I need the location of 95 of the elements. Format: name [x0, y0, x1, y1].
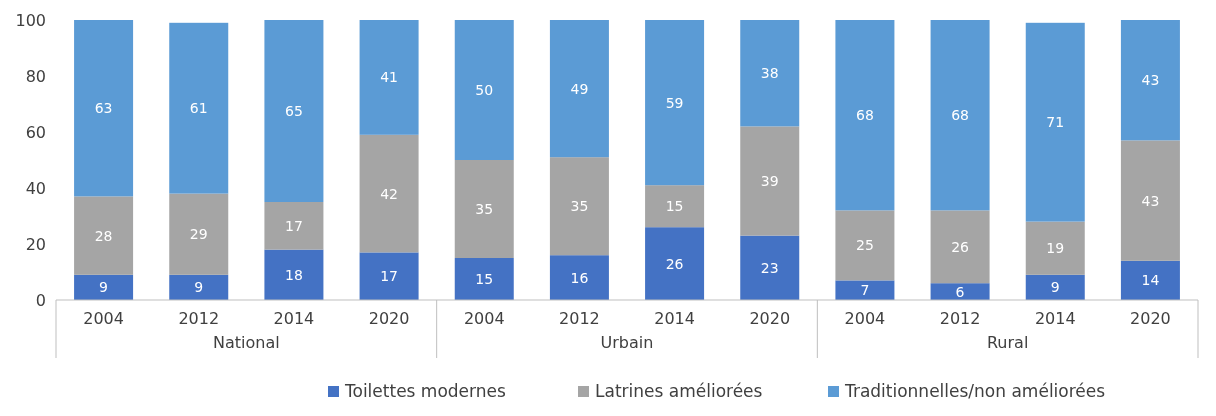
- data-label: 17: [380, 268, 398, 285]
- x-tick-label: 2004: [463, 309, 505, 328]
- data-label: 15: [665, 198, 684, 215]
- x-tick-label: 2012: [559, 309, 600, 328]
- bar: [549, 157, 609, 256]
- data-label: 17: [285, 217, 303, 234]
- data-label: 68: [856, 107, 874, 124]
- data-label: 25: [856, 237, 874, 254]
- bar: [740, 235, 800, 300]
- data-label: 49: [570, 80, 589, 97]
- data-label: 68: [951, 107, 969, 124]
- data-label: 19: [1046, 240, 1065, 257]
- data-label: 43: [1141, 72, 1160, 89]
- bar: [169, 193, 229, 275]
- x-tick-label: 2014: [654, 309, 695, 328]
- y-tick-label: 0: [35, 290, 46, 310]
- data-label: 61: [189, 100, 208, 117]
- bar: [74, 196, 134, 275]
- bar: [169, 22, 229, 194]
- bar: [264, 20, 324, 202]
- data-label: 28: [94, 227, 113, 244]
- data-label: 9: [1050, 279, 1060, 296]
- bar: [359, 252, 419, 300]
- data-label: 63: [94, 100, 113, 117]
- y-tick-label: 20: [25, 234, 46, 254]
- x-tick-label: 2004: [844, 309, 886, 328]
- data-label: 38: [760, 65, 779, 82]
- bar: [835, 280, 895, 300]
- bar: [1025, 22, 1085, 222]
- bar: [454, 258, 514, 300]
- data-label: 42: [380, 185, 398, 202]
- bar: [930, 20, 990, 211]
- data-label: 39: [760, 172, 779, 189]
- data-label: 6: [955, 283, 965, 300]
- bar: [264, 249, 324, 300]
- text: National: [213, 333, 280, 352]
- data-label: 41: [380, 69, 398, 86]
- data-label: 7: [860, 282, 870, 299]
- data-label: 71: [1046, 114, 1065, 131]
- data-label: 23: [760, 259, 779, 276]
- y-tick-label: 100: [15, 10, 46, 30]
- data-label: 26: [665, 255, 684, 272]
- legend-label: Toilettes modernes: [344, 381, 506, 401]
- x-tick-label: 2020: [749, 309, 791, 328]
- data-label: 18: [285, 266, 303, 283]
- bar: [835, 20, 895, 211]
- y-tick-label: 80: [25, 66, 46, 86]
- bar: [74, 274, 134, 300]
- bar: [74, 20, 134, 197]
- bar: [645, 20, 705, 186]
- data-label: 9: [99, 279, 109, 296]
- x-tick-label: 2020: [368, 309, 410, 328]
- bar: [930, 210, 990, 284]
- data-label: 26: [951, 238, 970, 255]
- bar: [645, 227, 705, 300]
- data-label: 14: [1141, 272, 1160, 289]
- bar: [454, 160, 514, 258]
- data-label: 35: [570, 198, 589, 215]
- x-tick-label: 2004: [83, 309, 124, 328]
- data-label: 9: [194, 279, 204, 296]
- bar: [359, 134, 419, 253]
- text: Urbain: [600, 333, 654, 352]
- bar: [1025, 221, 1085, 275]
- data-label: 65: [285, 102, 303, 119]
- bar: [740, 126, 800, 236]
- data-label: 43: [1141, 192, 1160, 209]
- data-label: 59: [665, 94, 684, 111]
- bar: [645, 185, 705, 228]
- data-label: 35: [475, 200, 494, 217]
- x-tick-label: 2012: [178, 309, 220, 328]
- bar: [359, 20, 419, 135]
- x-tick-label: 2020: [1130, 309, 1171, 328]
- data-label: 50: [475, 81, 494, 98]
- bar: [169, 274, 229, 300]
- bar: [549, 255, 609, 300]
- text: Rural: [986, 333, 1029, 352]
- bar: [1120, 260, 1180, 300]
- y-tick-label: 40: [25, 178, 46, 198]
- x-tick-label: 2014: [273, 309, 315, 328]
- bar: [1120, 20, 1180, 141]
- bar: [835, 210, 895, 281]
- bar: [264, 202, 324, 250]
- x-tick-label: 2012: [939, 309, 981, 328]
- y-tick-label: 60: [25, 122, 46, 142]
- bar: [1025, 274, 1085, 300]
- data-label: 29: [189, 226, 208, 243]
- legend-label: Traditionnelles/non améliorées: [844, 381, 1106, 401]
- bar: [740, 20, 800, 127]
- x-tick-label: 2014: [1034, 309, 1076, 328]
- bar: [1120, 140, 1180, 261]
- bar: [454, 20, 514, 160]
- data-label: 15: [475, 270, 494, 287]
- legend-label: Latrines améliorées: [595, 381, 763, 401]
- bar: [549, 20, 609, 158]
- data-label: 16: [570, 269, 589, 286]
